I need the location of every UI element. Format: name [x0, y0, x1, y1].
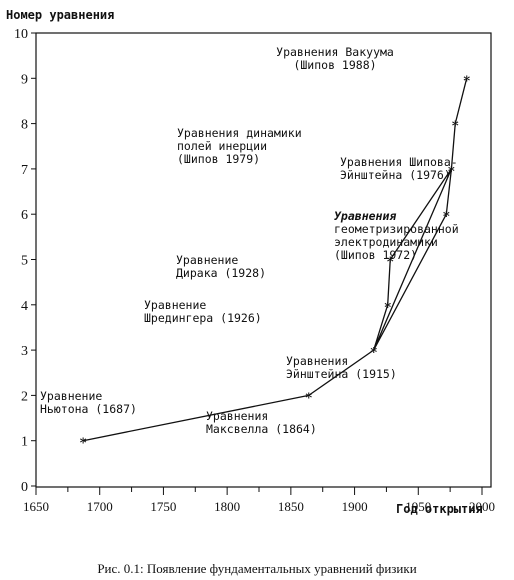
annotation-line: Уравнения — [334, 209, 396, 223]
data-point-marker: ∗ — [304, 387, 313, 402]
y-tick-label: 8 — [21, 118, 28, 133]
y-axis: 0 1 2 3 4 5 6 7 8 9 10 — [14, 27, 36, 495]
y-tick-label: 7 — [21, 163, 28, 178]
data-point-marker: ∗ — [383, 297, 392, 312]
x-tick-label: 1950 — [405, 499, 431, 514]
annotation-line: (Шипов 1979) — [177, 152, 260, 166]
x-axis-title: Год открытия — [396, 502, 483, 516]
data-point-marker: ∗ — [447, 161, 456, 176]
x-tick-label: 1850 — [278, 499, 304, 514]
annotation-line: полей инерции — [177, 139, 267, 153]
x-tick-label: 1700 — [87, 499, 113, 514]
annotation-label: Уравнениягеометризированнойэлектродинами… — [334, 209, 459, 262]
series-line: ∗ ∗ ∗ ∗ ∗ ∗ ∗ ∗ ∗ — [79, 70, 472, 447]
annotation-line: Уравнение — [176, 253, 238, 267]
x-tick-label: 1900 — [342, 499, 368, 514]
figure-caption: Рис. 0.1: Появление фундаментальных урав… — [97, 561, 416, 576]
y-tick-label: 4 — [21, 299, 28, 314]
annotation-line: Дирака (1928) — [176, 266, 266, 280]
data-point-marker: ∗ — [442, 206, 451, 221]
annotation-line: Эйнштейна (1976) — [340, 168, 451, 182]
annotation-line: Уравнения — [286, 354, 348, 368]
x-axis: 1650 1700 1750 1800 1850 1900 1950 2000 — [23, 487, 495, 514]
annotation-line: Уравнение — [144, 298, 206, 312]
annotation-line: Максвелла (1864) — [206, 422, 317, 436]
annotation-line: геометризированной — [334, 222, 459, 236]
y-tick-label: 9 — [21, 72, 28, 87]
y-tick-label: 3 — [21, 344, 28, 359]
annotation-label: Уравнения Шипова-Эйнштейна (1976) — [340, 155, 458, 182]
annotation-line: Уравнения — [206, 409, 268, 423]
y-tick-label: 5 — [21, 254, 28, 269]
annotation-line: Уравнения Вакуума — [276, 45, 394, 59]
x-tick-label: 1750 — [150, 499, 176, 514]
annotation-line: Уравнения динамики — [177, 126, 302, 140]
data-point-marker: ∗ — [386, 252, 395, 267]
y-axis-title: Номер уравнения — [6, 8, 114, 22]
annotation-line: Эйнштейна (1915) — [286, 367, 397, 381]
annotation-line: (Шипов 1988) — [293, 58, 376, 72]
x-tick-label: 1800 — [214, 499, 240, 514]
annotation-line: (Шипов 1972) — [334, 248, 417, 262]
y-tick-label: 10 — [14, 27, 28, 42]
annotation-line: Ньютона (1687) — [40, 402, 137, 416]
annotation-label: Уравнения Вакуума(Шипов 1988) — [276, 45, 394, 72]
data-point-marker: ∗ — [462, 70, 471, 85]
annotation-line: электродинамики — [334, 235, 438, 249]
x-tick-label: 1650 — [23, 499, 49, 514]
y-tick-label: 0 — [21, 480, 28, 495]
series-path — [83, 78, 468, 442]
data-point-marker: ∗ — [79, 433, 88, 448]
data-point-marker: ∗ — [451, 116, 460, 131]
y-tick-label: 1 — [21, 435, 28, 450]
x-tick-label: 2000 — [469, 499, 495, 514]
annotation-line: Уравнение — [40, 389, 102, 403]
y-tick-label: 2 — [21, 389, 28, 404]
annotation-line: Уравнения Шипова- — [340, 155, 458, 169]
annotation-line: Шредингера (1926) — [144, 311, 262, 325]
data-point-marker: ∗ — [369, 342, 378, 357]
y-tick-label: 6 — [21, 208, 28, 223]
